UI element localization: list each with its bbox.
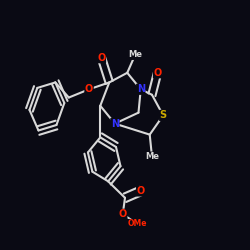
Text: Me: Me bbox=[128, 50, 142, 59]
Text: N: N bbox=[137, 84, 145, 94]
Text: O: O bbox=[97, 53, 106, 63]
Text: Me: Me bbox=[145, 152, 159, 161]
Text: O: O bbox=[154, 68, 162, 78]
Text: OMe: OMe bbox=[128, 220, 147, 228]
Text: O: O bbox=[119, 209, 127, 219]
Text: O: O bbox=[136, 186, 145, 196]
Text: N: N bbox=[111, 119, 119, 129]
Text: O: O bbox=[85, 84, 93, 94]
Text: S: S bbox=[160, 110, 167, 120]
